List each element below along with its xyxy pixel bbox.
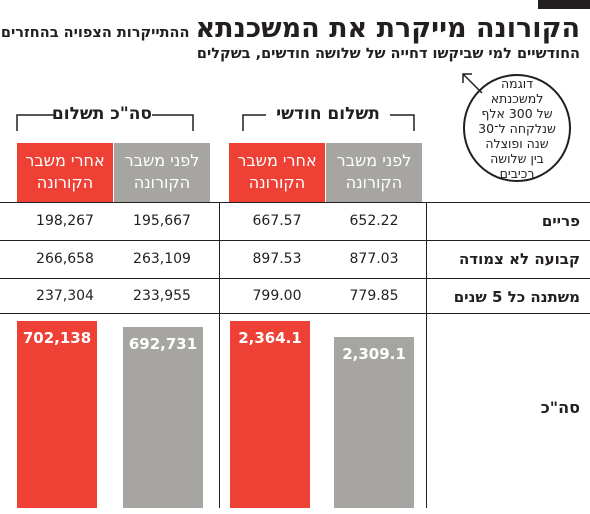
table-cell: 652.22 — [349, 213, 399, 229]
total-row-label: סה"כ — [540, 398, 580, 417]
total-bar-label-3: 702,138 — [23, 329, 91, 347]
table-rule — [0, 278, 590, 279]
row-label: פריים — [541, 212, 580, 230]
total-bar-label-1: 2,364.1 — [238, 329, 302, 347]
group-title-monthly: תשלום חודשי — [276, 104, 380, 124]
title-kicker: ההתייקרות הצפויה בהחזרים — [0, 25, 190, 41]
column-header-monthly-after: אחרי משבר הקורונה — [229, 143, 325, 202]
column-header-monthly-before: לפני משבר הקורונה — [326, 143, 422, 202]
total-bar-2 — [123, 327, 203, 508]
total-bar-label-2: 692,731 — [129, 335, 197, 353]
page-title: הקורונה מייקרת את המשכנתא — [195, 13, 580, 44]
example-note-text: דוגמה למשכנתא של 300 אלף שנלקחה ל־30 שנה… — [478, 75, 556, 181]
column-divider — [426, 202, 427, 508]
table-cell: 877.03 — [349, 251, 399, 267]
total-bar-label-0: 2,309.1 — [342, 345, 406, 363]
table-cell: 667.57 — [252, 213, 302, 229]
table-cell: 198,267 — [36, 213, 94, 229]
column-header-total-before: לפני משבר הקורונה — [114, 143, 210, 202]
total-bar-0 — [334, 337, 414, 508]
column-header-total-after: אחרי משבר הקורונה — [17, 143, 113, 202]
table-cell: 779.85 — [349, 288, 399, 304]
total-bar-1 — [230, 321, 310, 508]
table-rule — [0, 240, 590, 241]
column-divider — [219, 202, 220, 508]
row-label: קבועה לא צמודה — [459, 250, 580, 268]
table-cell: 266,658 — [36, 251, 94, 267]
table-cell: 897.53 — [252, 251, 302, 267]
example-note-circle: דוגמה למשכנתא של 300 אלף שנלקחה ל־30 שנה… — [463, 74, 571, 182]
table-cell: 799.00 — [252, 288, 302, 304]
group-title-total: סה"כ תשלום — [51, 104, 152, 124]
table-cell: 195,667 — [133, 213, 191, 229]
group-brackets — [16, 114, 415, 131]
table-cell: 233,955 — [133, 288, 191, 304]
table-cell: 263,109 — [133, 251, 191, 267]
table-rule — [0, 202, 590, 203]
headline: הקורונה מייקרת את המשכנתא ההתייקרות הצפוי… — [1, 9, 580, 53]
total-bar-3 — [17, 321, 97, 508]
table-cell: 237,304 — [36, 288, 94, 304]
row-label: משתנה כל 5 שנים — [453, 288, 580, 306]
table-rule — [0, 313, 590, 314]
top-rule — [538, 0, 590, 9]
page-subtitle: החודשיים למי שביקשו דחייה של שלושה חודשי… — [196, 46, 580, 62]
